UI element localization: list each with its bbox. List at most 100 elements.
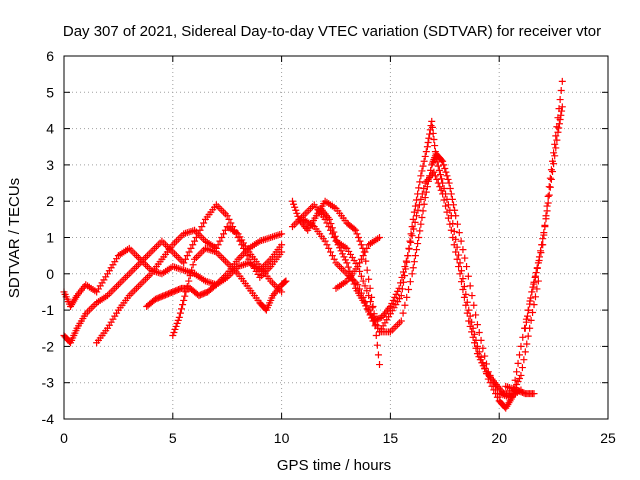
data-point: [466, 322, 474, 330]
data-point: [182, 288, 190, 296]
data-point: [465, 306, 473, 314]
data-point: [468, 328, 476, 336]
data-point: [397, 317, 405, 325]
data-point: [438, 156, 446, 164]
data-point: [107, 288, 115, 296]
data-point: [191, 237, 199, 245]
data-point: [450, 241, 458, 249]
data-point: [350, 280, 358, 288]
data-point: [531, 293, 539, 301]
data-point: [321, 237, 329, 245]
data-point: [140, 255, 148, 263]
y-axis-label: SDTVAR / TECUs: [6, 178, 23, 298]
data-point: [418, 190, 426, 198]
data-point: [113, 283, 121, 291]
data-point: [332, 259, 340, 267]
data-point: [218, 253, 226, 261]
data-point: [481, 352, 489, 360]
data-point: [243, 260, 251, 268]
data-point: [118, 277, 126, 285]
data-point: [457, 278, 465, 286]
data-point: [389, 296, 397, 304]
data-point: [476, 356, 484, 364]
data-point: [411, 218, 419, 226]
y-tick-label: -3: [42, 375, 55, 391]
y-tick-label: 4: [46, 121, 54, 137]
data-point: [418, 167, 426, 175]
data-point: [189, 261, 197, 269]
data-point: [420, 157, 428, 165]
data-point: [278, 230, 286, 238]
data-point: [437, 186, 445, 194]
data-point: [263, 259, 271, 267]
data-point: [180, 266, 188, 274]
data-point: [337, 264, 345, 272]
data-point: [307, 204, 315, 212]
data-point: [174, 235, 182, 243]
data-point: [140, 277, 148, 285]
data-point: [179, 301, 187, 309]
data-point: [425, 134, 433, 142]
data-point: [398, 273, 406, 281]
data-point: [533, 264, 541, 272]
data-point: [415, 184, 423, 192]
data-point: [136, 259, 144, 267]
data-point: [455, 263, 463, 271]
series-trace-11: [502, 382, 538, 398]
data-point: [405, 286, 413, 294]
data-point: [441, 165, 449, 173]
data-point: [406, 237, 414, 245]
data-point: [129, 288, 137, 296]
data-point: [420, 200, 428, 208]
data-point: [461, 254, 469, 262]
data-point: [111, 284, 119, 292]
data-point: [504, 383, 512, 391]
data-point: [527, 294, 535, 302]
data-point: [236, 253, 244, 261]
data-point: [466, 282, 474, 290]
data-point: [220, 230, 228, 238]
data-point: [131, 250, 139, 258]
data-point: [349, 276, 357, 284]
data-point: [198, 234, 206, 241]
data-point: [446, 184, 454, 192]
data-point: [142, 261, 150, 269]
data-point: [263, 235, 271, 243]
data-point: [433, 158, 441, 166]
data-point: [471, 339, 479, 347]
data-point: [134, 253, 142, 261]
data-point: [352, 226, 360, 234]
data-point: [192, 228, 200, 236]
data-point: [363, 287, 371, 295]
data-point: [423, 183, 431, 191]
series-trace-6: [288, 197, 384, 369]
data-point: [240, 250, 248, 258]
data-point: [133, 284, 141, 292]
data-point: [545, 191, 553, 199]
data-point: [475, 328, 483, 336]
data-point: [406, 278, 414, 286]
data-point: [325, 244, 333, 252]
data-point: [401, 301, 409, 309]
data-point: [174, 253, 182, 261]
data-point: [399, 309, 407, 317]
data-point: [214, 241, 222, 249]
data-point: [200, 219, 208, 227]
data-point: [171, 250, 179, 258]
data-point: [408, 232, 416, 240]
data-point: [459, 246, 467, 254]
data-point: [516, 374, 524, 382]
data-point: [301, 210, 309, 218]
data-point: [174, 316, 182, 324]
data-point: [223, 259, 231, 267]
data-point: [543, 207, 551, 215]
data-point: [463, 309, 471, 317]
data-point: [363, 305, 371, 313]
data-point: [261, 235, 269, 243]
data-point: [341, 268, 349, 276]
data-point: [533, 285, 541, 293]
data-point: [523, 340, 531, 348]
data-point: [508, 390, 516, 398]
data-point: [490, 386, 498, 394]
data-point: [218, 206, 226, 214]
